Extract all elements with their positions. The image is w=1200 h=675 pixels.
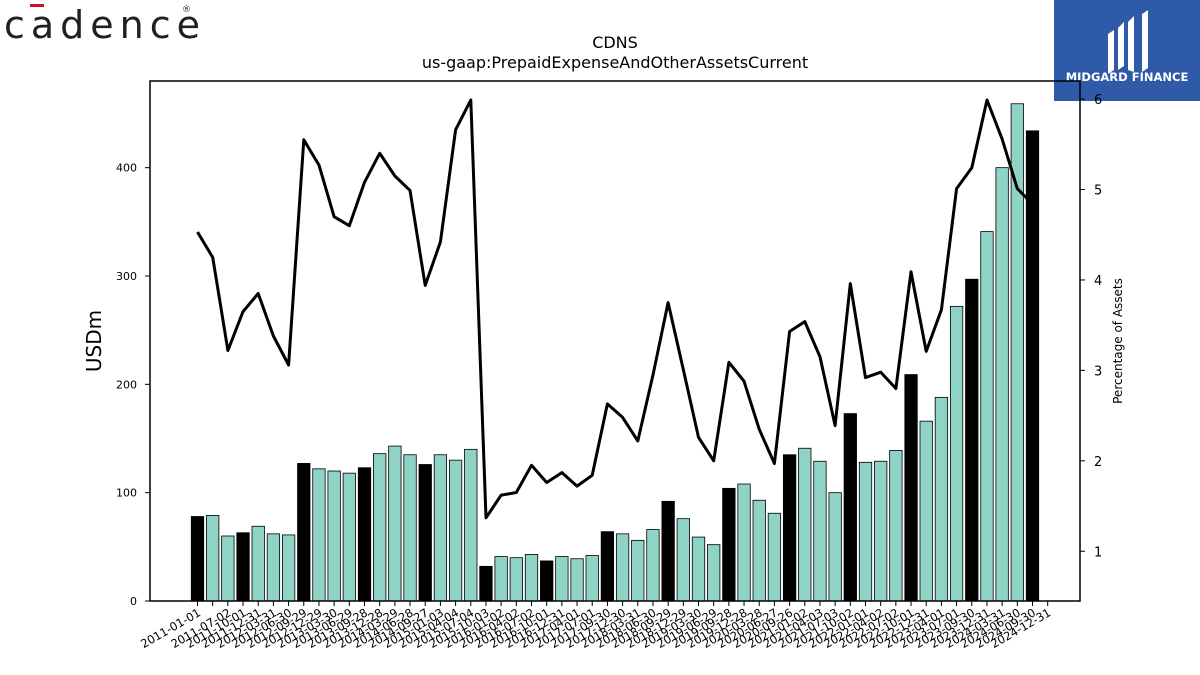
bar	[555, 556, 569, 602]
bar	[707, 544, 721, 602]
chart-subtitle: us-gaap:PrepaidExpenseAndOtherAssetsCurr…	[422, 53, 808, 72]
bar	[251, 525, 265, 602]
bar	[236, 532, 250, 602]
bar	[737, 483, 751, 602]
y2-tick-label: 1	[1094, 545, 1102, 560]
bar	[357, 467, 372, 602]
bar	[691, 536, 706, 602]
bar	[281, 534, 296, 602]
y-tick-label: 0	[130, 595, 137, 608]
chart-title: CDNS	[592, 33, 638, 52]
midgard-logo-background	[1054, 0, 1200, 101]
y2-tick-label: 5	[1094, 184, 1102, 199]
cadence-logo-text: cadence	[4, 3, 204, 47]
y-tick-label: 200	[116, 378, 137, 391]
y2-axis-label: Percentage of Assets	[1111, 278, 1125, 404]
bar	[828, 492, 842, 602]
y-tick-label: 100	[116, 487, 137, 500]
line-series	[196, 98, 1034, 520]
y-axis-label: USDm	[82, 310, 106, 372]
bar	[676, 518, 690, 602]
registered-mark: ®	[182, 5, 191, 15]
bar	[433, 454, 448, 602]
bar	[266, 533, 281, 602]
bar	[934, 396, 949, 602]
bar	[342, 472, 356, 602]
bar	[494, 556, 508, 602]
bar	[949, 305, 964, 602]
bar	[524, 554, 539, 602]
midgard-logo-text: MIDGARD FINANCE	[1066, 70, 1189, 84]
y-tick-label: 400	[116, 162, 137, 175]
bar	[570, 558, 584, 602]
y2-tick-label: 2	[1094, 455, 1102, 470]
bar	[919, 420, 933, 602]
y-tick-label: 300	[116, 270, 137, 283]
bar	[980, 231, 994, 602]
bar	[540, 560, 554, 602]
bar	[615, 533, 630, 602]
axes: 01002003004001234562011-01-012011-07-022…	[116, 80, 1102, 651]
bar	[646, 529, 660, 602]
bar	[403, 454, 417, 602]
bar	[312, 468, 326, 602]
percentage-line	[196, 98, 1034, 520]
bar	[843, 413, 857, 602]
bar	[448, 459, 463, 602]
bar	[206, 515, 220, 602]
plot-frame	[149, 80, 1081, 602]
bar	[904, 374, 918, 602]
bar	[585, 555, 599, 602]
y2-tick-label: 3	[1094, 364, 1102, 379]
bar	[858, 461, 873, 602]
midgard-emblem-icon	[1108, 10, 1148, 74]
y2-tick-label: 6	[1094, 93, 1102, 108]
bar	[373, 453, 387, 602]
bar	[418, 464, 432, 602]
bar	[965, 278, 979, 602]
bar	[782, 454, 797, 602]
bar	[464, 448, 478, 602]
bar	[752, 499, 766, 602]
bar	[479, 565, 493, 602]
bar	[190, 516, 205, 602]
bar	[661, 500, 675, 602]
midgard-finance-logo: MIDGARD FINANCE	[1054, 0, 1200, 101]
bar-series	[190, 103, 1040, 602]
bar	[995, 167, 1009, 602]
bar	[889, 450, 903, 602]
bar	[297, 463, 311, 602]
bar	[874, 460, 888, 602]
bar	[767, 512, 782, 602]
bar	[327, 470, 341, 602]
bar	[631, 539, 645, 602]
bar	[221, 535, 235, 602]
bar	[388, 445, 402, 602]
bar	[509, 557, 523, 602]
cadence-logo: cadence ®	[4, 3, 204, 47]
bar	[813, 460, 827, 602]
bar	[722, 487, 736, 602]
bar	[600, 531, 615, 602]
y2-tick-label: 4	[1094, 274, 1102, 289]
cadence-logo-accent	[30, 4, 44, 7]
bar	[798, 447, 812, 602]
